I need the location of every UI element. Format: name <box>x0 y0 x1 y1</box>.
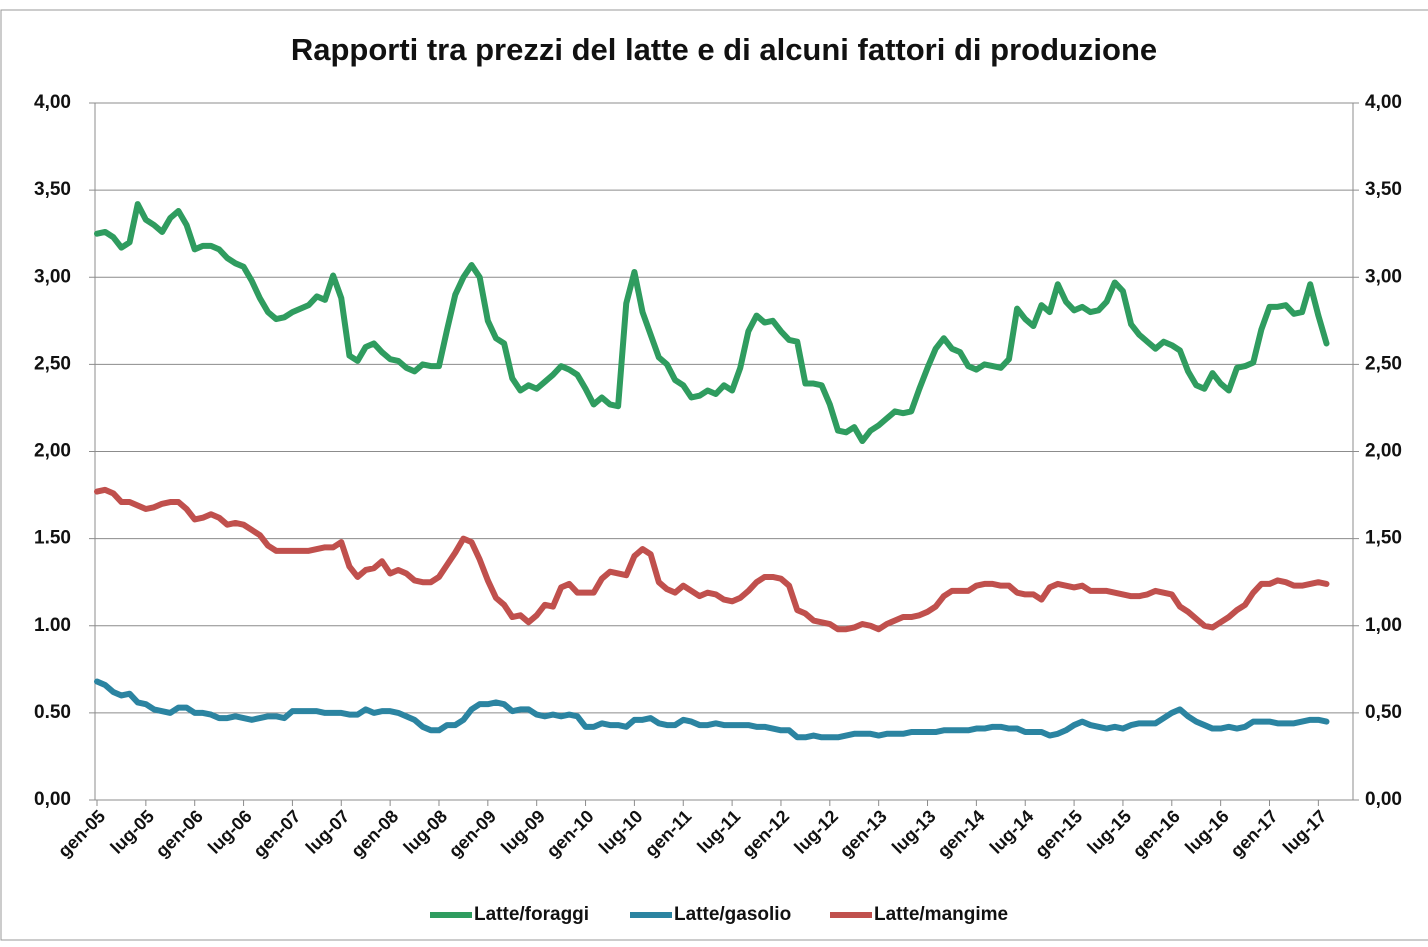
y2-tick-label: 2,50 <box>1365 353 1402 374</box>
y2-tick-label: 3,00 <box>1365 266 1402 287</box>
chart-frame <box>0 9 1428 941</box>
data-line <box>94 678 1330 741</box>
y2-tick-label: 0,00 <box>1365 789 1402 810</box>
y2-tick-label: 1,50 <box>1365 528 1402 549</box>
y2-tick-label: 2,00 <box>1365 441 1402 462</box>
y-tick-label: 0.50 <box>34 702 71 723</box>
legend-label: Latte/mangime <box>874 904 1008 925</box>
y-tick-label: 4,00 <box>34 92 71 113</box>
legend-label: Latte/foraggi <box>474 904 589 925</box>
data-line <box>94 486 1330 633</box>
chart-title: Rapporti tra prezzi del latte e di alcun… <box>291 32 1157 67</box>
legend-label: Latte/gasolio <box>674 904 791 925</box>
y-tick-label: 2,50 <box>34 353 71 374</box>
data-line <box>94 201 1330 445</box>
y2-tick-label: 1,00 <box>1365 615 1402 636</box>
y-tick-label: 1.50 <box>34 528 71 549</box>
y-tick-label: 3,00 <box>34 266 71 287</box>
y-tick-label: 3,50 <box>34 179 71 200</box>
y2-tick-label: 4,00 <box>1365 92 1402 113</box>
y-tick-label: 1.00 <box>34 615 71 636</box>
y2-tick-label: 0,50 <box>1365 702 1402 723</box>
y2-tick-label: 3,50 <box>1365 179 1402 200</box>
y-tick-label: 0,00 <box>34 789 71 810</box>
y-tick-label: 2,00 <box>34 441 71 462</box>
